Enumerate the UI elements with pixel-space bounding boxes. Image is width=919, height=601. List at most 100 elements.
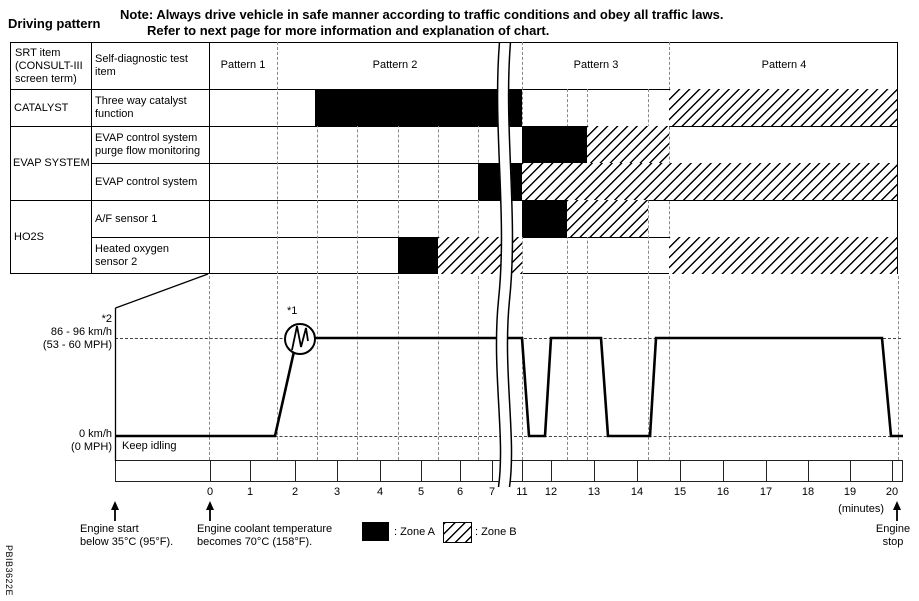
item-evap-control: EVAP control system <box>95 176 198 188</box>
ruler-divider <box>850 461 851 481</box>
srt-group-ho2s: HO2S <box>14 231 44 243</box>
footnote-1-marker: *1 <box>287 305 298 317</box>
chart-dotted-gridline <box>277 276 278 460</box>
column-divider-2 <box>209 43 210 273</box>
chart-dotted-gridline <box>587 276 588 460</box>
engine-stop-arrow <box>893 501 901 521</box>
minute-tick-label: 15 <box>673 486 687 498</box>
vehicle-speed-trace <box>115 336 903 438</box>
chart-dotted-gridline <box>567 276 568 460</box>
rev-engine-circle <box>284 323 316 355</box>
high-speed-label: 86 - 96 km/h (53 - 60 MPH) <box>42 326 112 351</box>
note-line-1: Note: Always drive vehicle in safe manne… <box>120 7 724 22</box>
minute-tick-label: 18 <box>801 486 815 498</box>
zone-a-label: : Zone A <box>394 526 435 538</box>
pattern-column-label: Pattern 1 <box>220 59 266 71</box>
zone-b-bar <box>438 237 522 274</box>
ruler-divider <box>295 461 296 481</box>
pattern-boundary-dashed-line <box>669 42 670 274</box>
zone-a-bar <box>398 237 438 274</box>
table-to-chart-connector <box>115 273 209 309</box>
row-border-1 <box>11 126 897 127</box>
pattern-boundary-dashed-line <box>277 42 278 274</box>
minute-tick-label: 5 <box>417 486 425 498</box>
chart-dotted-gridline <box>648 276 649 460</box>
ruler-divider <box>492 461 493 481</box>
minute-tick-label: 2 <box>291 486 299 498</box>
minute-tick-label: 14 <box>630 486 644 498</box>
engine-stop-caption: Engine stop <box>875 523 911 548</box>
srt-group-catalyst: CATALYST <box>14 102 69 114</box>
minute-tick-label: 3 <box>333 486 341 498</box>
zone-boundary-dashed-line <box>438 89 439 274</box>
chart-dotted-gridline <box>209 276 210 460</box>
item-three-way-catalyst: Three way catalyst function <box>95 95 187 120</box>
ruler-divider <box>892 461 893 481</box>
chart-dotted-gridline <box>438 276 439 460</box>
minute-tick-label: 11 <box>516 486 528 498</box>
chart-dotted-gridline <box>317 276 318 460</box>
ruler-divider <box>594 461 595 481</box>
chart-dotted-gridline <box>398 276 399 460</box>
ruler-divider <box>808 461 809 481</box>
figure-code: PBIB3622E <box>4 545 14 597</box>
minute-tick-label: 13 <box>587 486 601 498</box>
column-divider-1 <box>91 43 92 273</box>
zone-b-bar <box>587 126 669 163</box>
zone-a-bar <box>315 89 522 126</box>
chart-dotted-gridline <box>478 276 479 460</box>
minute-tick-label: 4 <box>376 486 384 498</box>
minute-tick-label: 1 <box>246 486 254 498</box>
minute-tick-label: 6 <box>456 486 464 498</box>
minute-tick-label: 20 <box>885 486 899 498</box>
zero-speed-dotted-line <box>115 436 901 437</box>
zone-boundary-dashed-line <box>317 89 318 274</box>
engine-start-caption: Engine start below 35°C (95°F). <box>80 523 174 548</box>
zone-boundary-dashed-line <box>398 89 399 274</box>
keep-idling-label: Keep idling <box>122 440 177 452</box>
zone-a-swatch <box>362 522 389 541</box>
zone-b-bar <box>567 200 648 237</box>
zone-a-bar <box>522 200 567 237</box>
pattern-column-label: Pattern 4 <box>761 59 807 71</box>
minute-tick-label: 7 <box>488 486 496 498</box>
pattern-column-label: Pattern 2 <box>372 59 418 71</box>
ruler-divider <box>637 461 638 481</box>
ruler-divider <box>522 461 523 481</box>
time-ruler <box>115 460 903 482</box>
self-diagnostic-header: Self-diagnostic test item <box>95 53 188 78</box>
chart-dotted-gridline <box>898 276 899 460</box>
minute-tick-label: 12 <box>544 486 558 498</box>
chart-dotted-gridline <box>522 276 523 460</box>
ruler-divider <box>380 461 381 481</box>
ruler-divider <box>680 461 681 481</box>
chart-dotted-gridline <box>669 276 670 460</box>
zone-a-bar <box>478 163 522 200</box>
minutes-unit-label: (minutes) <box>838 503 884 515</box>
coolant-temp-caption: Engine coolant temperature becomes 70°C … <box>197 523 333 548</box>
ruler-divider <box>337 461 338 481</box>
ruler-divider <box>551 461 552 481</box>
ruler-divider <box>460 461 461 481</box>
zone-boundary-dashed-line <box>357 89 358 274</box>
ruler-divider <box>210 461 211 481</box>
zone-b-bar <box>669 89 897 126</box>
minute-tick-label: 16 <box>716 486 730 498</box>
pattern-column-label: Pattern 3 <box>573 59 619 71</box>
chart-dotted-gridline <box>357 276 358 460</box>
zone-b-bar <box>522 163 897 200</box>
zone-b-label: : Zone B <box>475 526 517 538</box>
minute-tick-label: 0 <box>206 486 214 498</box>
item-heated-o2-sensor-2: Heated oxygen sensor 2 <box>95 243 169 268</box>
zone-a-bar <box>522 126 587 163</box>
ruler-divider <box>723 461 724 481</box>
ruler-divider <box>421 461 422 481</box>
ruler-divider <box>250 461 251 481</box>
note-line-2: Refer to next page for more information … <box>147 23 550 38</box>
page-title: Driving pattern <box>8 16 101 31</box>
minute-tick-label: 17 <box>759 486 773 498</box>
coolant-temp-arrow <box>206 501 214 521</box>
row-border-3 <box>11 200 897 201</box>
zero-speed-label: 0 km/h (0 MPH) <box>71 428 112 453</box>
